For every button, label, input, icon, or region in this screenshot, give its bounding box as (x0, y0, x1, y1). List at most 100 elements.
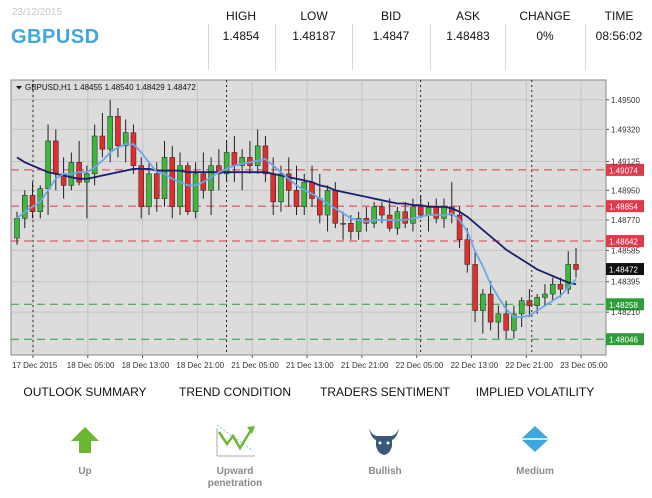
stat-separator (352, 24, 353, 70)
sentiment-caption: Bullish (368, 466, 402, 477)
candle-body (301, 181, 308, 208)
price-tag-label: 1.48642 (609, 238, 638, 247)
y-tick-label: 1.48210 (611, 308, 640, 317)
slow-moving-average (16, 156, 577, 286)
candle-body (14, 218, 20, 239)
y-tick-label: 1.48950 (611, 186, 640, 195)
candle-body (115, 115, 121, 147)
candle-body (278, 173, 284, 203)
candle-body (495, 313, 502, 323)
summary-panel: OUTLOOK SUMMARY Up TREND CONDITION Upwar… (0, 380, 652, 498)
candle-body (464, 239, 471, 265)
price-tag (606, 333, 644, 346)
stat-separator (430, 24, 431, 70)
candle-body (169, 157, 176, 208)
stat-label: BID (380, 9, 401, 23)
stat-label: LOW (300, 9, 328, 23)
candle-body (355, 218, 362, 232)
upward-penetration-icon (216, 424, 255, 457)
stat-value: 08:56:02 (595, 29, 643, 43)
stat-ask: ASK 1.48483 (432, 0, 504, 50)
stat-label: HIGH (226, 9, 256, 23)
candle-body (146, 173, 152, 208)
candle-body (254, 145, 261, 166)
x-tick-label: 18 Dec 05:00 (67, 361, 115, 370)
candle-body (154, 173, 160, 199)
y-tick-label: 1.49320 (611, 125, 640, 134)
candle-body (425, 206, 432, 216)
candle-body (417, 206, 424, 216)
candle-body (91, 135, 98, 175)
stat-separator (275, 24, 276, 70)
candle-body (185, 165, 191, 212)
stat-value: 1.4847 (372, 29, 410, 43)
candle-body (22, 195, 28, 219)
price-tag-label: 1.48472 (609, 266, 638, 275)
y-tick-label: 1.48395 (611, 278, 640, 287)
stat-high: HIGH 1.4854 (210, 0, 272, 50)
x-tick-label: 22 Dec 21:00 (505, 361, 553, 370)
y-tick-label: 1.48585 (611, 246, 640, 255)
price-tag (606, 235, 644, 248)
candle-body (379, 206, 385, 216)
candle-body (433, 206, 439, 219)
y-tick-label: 1.48770 (611, 216, 640, 225)
chart-title: GBPUSD,H1 1.48455 1.48540 1.48429 1.4847… (25, 83, 196, 92)
candle-body (29, 195, 36, 212)
candle-body (518, 300, 525, 315)
candle-body (216, 165, 222, 175)
outlook-heading: OUTLOOK SUMMARY (23, 385, 147, 399)
candle-body (107, 115, 113, 150)
candle-body (472, 264, 478, 311)
x-tick-label: 21 Dec 13:00 (286, 361, 334, 370)
candle-body (557, 283, 564, 290)
candle-body (309, 181, 315, 199)
bull-icon (369, 428, 399, 455)
candle-body (348, 223, 354, 232)
candle-body (122, 132, 129, 147)
stat-separator (208, 24, 209, 70)
outlook-caption: Up (78, 466, 92, 477)
candle-body (192, 173, 199, 212)
stat-label: TIME (604, 9, 634, 23)
up-arrow-icon (71, 427, 99, 453)
price-tag (606, 200, 644, 213)
x-tick-label: 21 Dec 05:00 (231, 361, 279, 370)
x-tick-label: 17 Dec 2015 (12, 361, 58, 370)
stat-value: 1.4854 (222, 29, 260, 43)
x-tick-label: 23 Dec 05:00 (560, 361, 608, 370)
stat-separator (505, 24, 506, 70)
fast-moving-average (16, 143, 577, 319)
candle-body (270, 173, 276, 203)
price-tag-label: 1.48258 (609, 301, 638, 310)
symbol-title: GBPUSD (11, 26, 100, 48)
candle-body (549, 283, 556, 295)
candle-body (565, 264, 571, 290)
candle-body (386, 214, 393, 229)
candle-body (487, 293, 494, 323)
stat-value: 1.48187 (292, 29, 336, 43)
price-tag (606, 163, 644, 176)
candle-body (402, 211, 408, 224)
y-tick-label: 1.49500 (611, 96, 640, 105)
candle-body (130, 132, 137, 166)
candle-body (371, 206, 377, 224)
plot-area (10, 79, 607, 356)
candle-body (526, 300, 533, 306)
x-tick-label: 22 Dec 05:00 (396, 361, 444, 370)
candle-body (317, 198, 323, 216)
price-tag-label: 1.48854 (609, 203, 638, 212)
candle-body (410, 206, 416, 224)
trend-heading: TREND CONDITION (179, 385, 291, 399)
stat-value: 1.48483 (446, 29, 490, 43)
price-chart[interactable]: 1.49074 1.48854 1.48642 1.48472 1.48258 1.480… (8, 77, 647, 377)
trend-condition: TREND CONDITION Upward penetration (160, 380, 310, 489)
implied-volatility: IMPLIED VOLATILITY Medium (460, 380, 610, 477)
candle-body (223, 152, 230, 175)
candle-body (231, 152, 238, 166)
candle-body (293, 190, 300, 208)
report-date: 23/12/2015 (12, 7, 63, 18)
x-tick-label: 21 Dec 21:00 (341, 361, 389, 370)
candle-body (53, 140, 59, 175)
candle-body (456, 214, 463, 240)
